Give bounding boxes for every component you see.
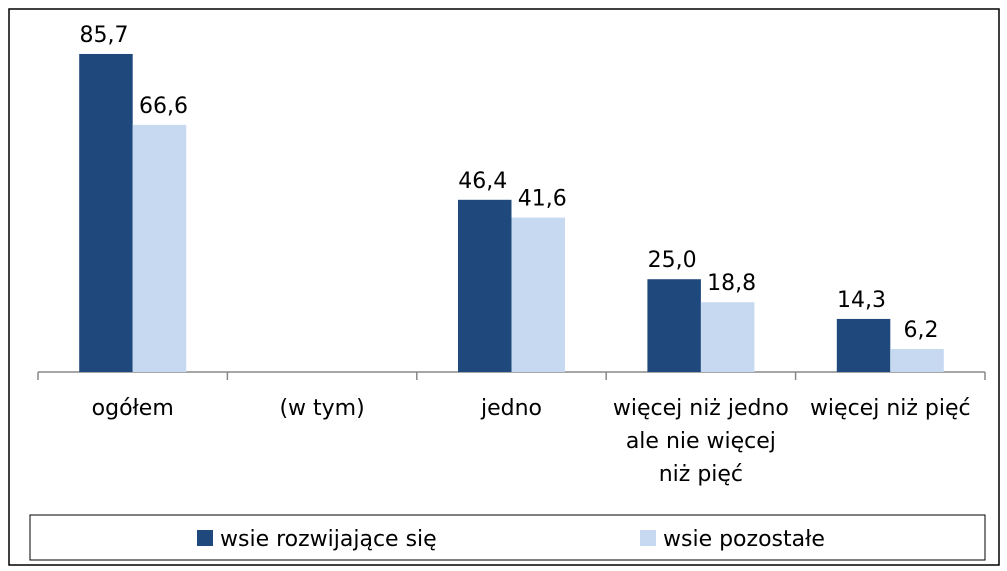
- bar: [132, 124, 187, 372]
- x-tick-label: (w tym): [279, 396, 365, 421]
- x-tick-label-box: więcej niż jedno ale nie więcej niż pięć: [612, 396, 789, 487]
- data-label: 46,4: [458, 169, 507, 194]
- bar: [700, 302, 755, 372]
- x-tick-label-box: (w tym): [279, 396, 365, 421]
- x-tick-label: więcej niż jedno ale nie więcej niż pięć: [612, 396, 789, 487]
- bar: [647, 279, 701, 372]
- bar: [458, 199, 512, 372]
- bar: [511, 217, 565, 372]
- bar: [890, 348, 944, 372]
- data-label: 66,6: [139, 94, 188, 119]
- data-label: 25,0: [648, 248, 697, 273]
- x-tick-label: ogółem: [91, 396, 174, 421]
- data-label: 6,2: [904, 318, 939, 343]
- data-label: 41,6: [518, 187, 567, 212]
- x-tick-label-box: więcej niż pięć: [809, 396, 971, 421]
- legend-label: wsie rozwijające się: [220, 527, 437, 552]
- data-label: 85,7: [79, 23, 128, 48]
- legend-swatch: [197, 530, 213, 546]
- x-tick-label: jedno: [480, 396, 542, 421]
- data-label: 18,8: [707, 271, 756, 296]
- legend-swatch: [640, 530, 656, 546]
- bar: [79, 53, 133, 373]
- data-label: 14,3: [837, 288, 886, 313]
- x-tick-label-box: ogółem: [91, 396, 174, 421]
- legend-label: wsie pozostałe: [663, 527, 825, 552]
- x-tick-label: więcej niż pięć: [809, 396, 971, 421]
- legend-box: [29, 514, 986, 561]
- x-tick-label-box: jedno: [480, 396, 542, 421]
- bar: [836, 318, 891, 372]
